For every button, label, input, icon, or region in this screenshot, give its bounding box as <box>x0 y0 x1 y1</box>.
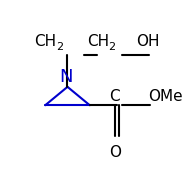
Text: OMe: OMe <box>148 89 183 104</box>
Text: N: N <box>59 68 72 86</box>
Text: OH: OH <box>136 34 160 49</box>
Text: CH: CH <box>87 34 109 49</box>
Text: 2: 2 <box>108 42 115 52</box>
Text: C: C <box>109 89 119 104</box>
Text: CH: CH <box>35 34 57 49</box>
Text: O: O <box>109 145 121 160</box>
Text: 2: 2 <box>56 42 63 52</box>
